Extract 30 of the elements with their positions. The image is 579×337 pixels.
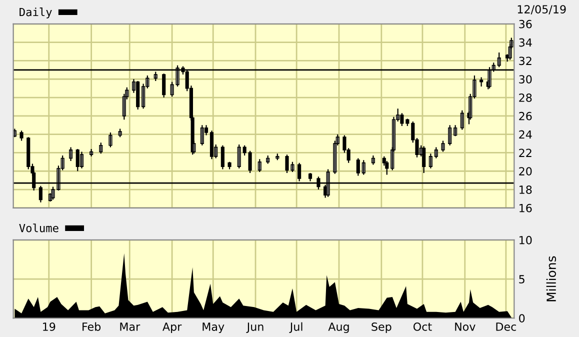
x-tick-label: May xyxy=(202,322,224,334)
x-tick-label: Feb xyxy=(82,322,101,331)
x-tick-label: Oct xyxy=(413,322,432,331)
x-tick-label: Aug xyxy=(328,322,349,334)
y-tick-label: 5 xyxy=(519,275,524,284)
y-tick-label: 24 xyxy=(519,130,532,139)
x-tick-label: Nov xyxy=(455,322,476,331)
y-tick-label: 36 xyxy=(519,20,532,28)
y-tick-label: 22 xyxy=(519,148,532,157)
y-tick-label: 20 xyxy=(519,167,532,176)
x-tick-label: Dec xyxy=(496,322,516,331)
y-tick-label: 0 xyxy=(519,314,525,323)
x-tick-label: Mar xyxy=(120,322,140,331)
x-tick-label: 19 xyxy=(43,322,56,331)
y-tick-label: 34 xyxy=(519,38,532,47)
legend-label: Volume xyxy=(19,224,58,232)
text: 12/05/19 xyxy=(518,5,566,14)
x-tick-label: Sep xyxy=(372,322,392,334)
y-tick-label: 16 xyxy=(520,204,532,212)
y-axis-title: Millions xyxy=(546,256,556,302)
y-tick-label: 18 xyxy=(520,186,532,194)
y-tick-label: 32 xyxy=(519,56,532,66)
y-tick-label: 26 xyxy=(519,112,532,120)
x-tick-label: Apr xyxy=(162,322,182,334)
x-tick-label: Jul xyxy=(289,322,302,333)
y-tick-label: 10 xyxy=(520,236,532,244)
x-tick-label: Jun xyxy=(246,322,264,333)
y-tick-label: 28 xyxy=(519,94,532,102)
y-tick-label: 30 xyxy=(519,75,532,84)
legend-label: Daily xyxy=(20,8,52,18)
